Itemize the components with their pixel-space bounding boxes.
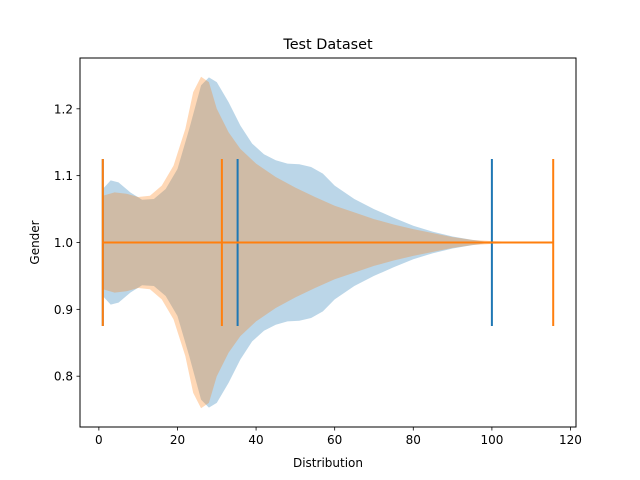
x-axis-label: Distribution [293, 456, 363, 470]
x-tick-label: 80 [406, 433, 421, 447]
x-axis: 0 20 40 60 80 100 120 [95, 427, 582, 447]
x-tick-label: 100 [480, 433, 503, 447]
y-tick-label: 1.0 [54, 236, 73, 250]
y-axis: 0.8 0.9 1.0 1.1 1.2 [54, 102, 80, 384]
x-tick-label: 20 [170, 433, 185, 447]
y-tick-label: 1.1 [54, 169, 73, 183]
y-tick-label: 0.8 [54, 370, 73, 384]
plot-area [101, 76, 555, 409]
x-tick-label: 120 [559, 433, 582, 447]
y-axis-label: Gender [28, 220, 42, 264]
x-tick-label: 60 [327, 433, 342, 447]
y-tick-label: 1.2 [54, 102, 73, 116]
chart-title: Test Dataset [282, 37, 373, 53]
y-tick-label: 0.9 [54, 303, 73, 317]
x-tick-label: 0 [95, 433, 103, 447]
x-tick-label: 40 [248, 433, 263, 447]
